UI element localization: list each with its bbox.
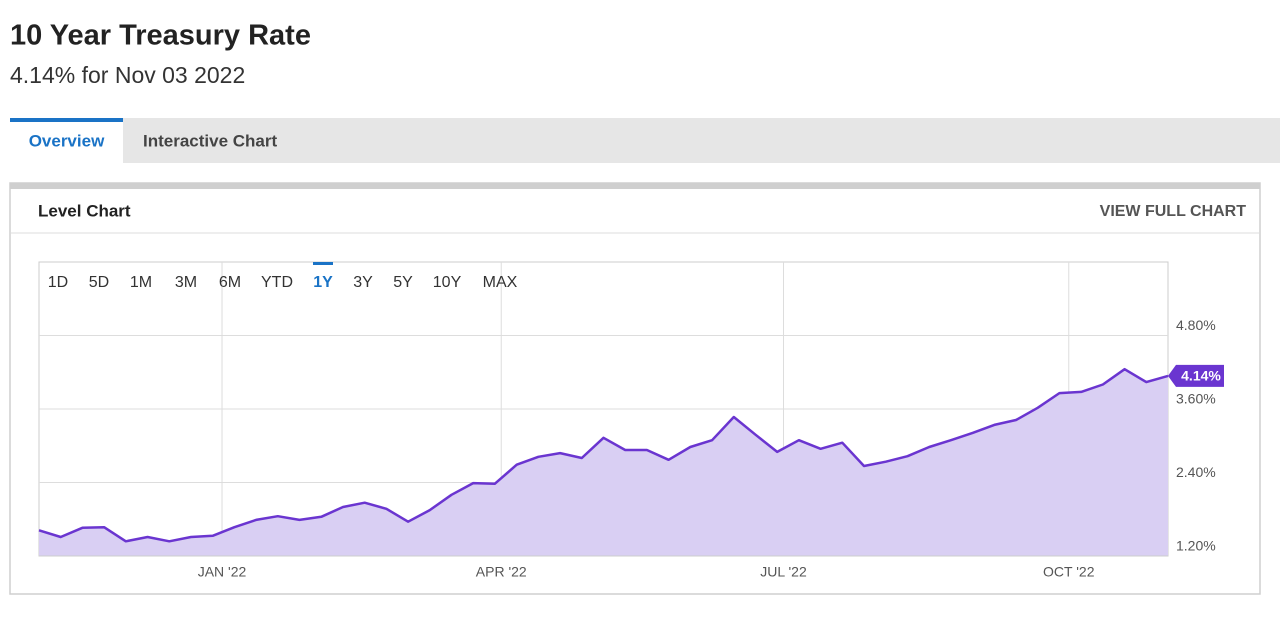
x-tick-label: OCT '22 xyxy=(1043,564,1095,580)
range-button[interactable]: 10Y xyxy=(433,274,462,291)
page-subtitle: 4.14% for Nov 03 2022 xyxy=(10,62,245,88)
range-button[interactable]: 6M xyxy=(219,274,241,291)
y-tick-label: 3.60% xyxy=(1176,391,1216,407)
tab[interactable]: Interactive Chart xyxy=(143,131,277,150)
y-tick-label: 4.80% xyxy=(1176,317,1216,333)
range-indicator xyxy=(313,262,333,265)
range-button[interactable]: 1D xyxy=(48,274,68,291)
tab[interactable]: Overview xyxy=(29,131,105,150)
tab-bar xyxy=(10,118,1280,163)
y-tick-label: 2.40% xyxy=(1176,464,1216,480)
panel-top-border xyxy=(10,183,1260,189)
tab-active-bg xyxy=(10,118,123,163)
range-button[interactable]: 5Y xyxy=(393,274,413,291)
line xyxy=(38,367,1169,543)
range-button[interactable]: YTD xyxy=(261,274,293,291)
range-button[interactable]: 3Y xyxy=(353,274,373,291)
area xyxy=(39,369,1168,556)
range-button[interactable]: 3M xyxy=(175,274,197,291)
x-tick-label: JAN '22 xyxy=(198,564,247,580)
tab-active-indicator xyxy=(10,118,123,122)
y-tick-label: 1.20% xyxy=(1176,538,1216,554)
x-tick-label: APR '22 xyxy=(476,564,527,580)
range-button[interactable]: 1Y xyxy=(313,274,333,291)
range-button[interactable]: 1M xyxy=(130,274,152,291)
page-title: 10 Year Treasury Rate xyxy=(10,20,311,52)
range-button[interactable]: 5D xyxy=(89,274,109,291)
range-button[interactable]: MAX xyxy=(483,274,518,291)
x-tick-label: JUL '22 xyxy=(760,564,807,580)
current-value-label: 4.14% xyxy=(1181,368,1221,384)
view-full-chart[interactable]: VIEW FULL CHART xyxy=(1100,203,1247,220)
panel-title: Level Chart xyxy=(38,201,131,220)
current-value-badge xyxy=(1168,364,1224,387)
